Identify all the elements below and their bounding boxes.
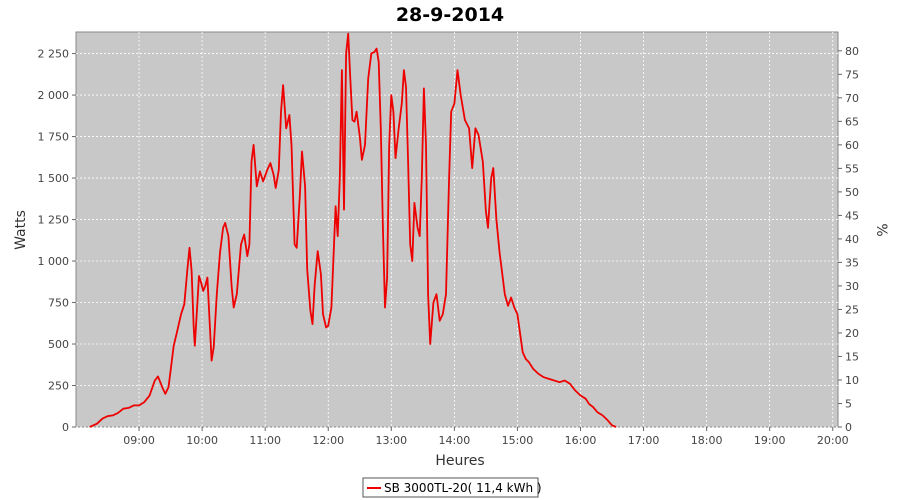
y2-axis-title: % [873, 223, 889, 236]
x-tick-label: 19:00 [754, 434, 786, 447]
series-layer [89, 32, 617, 428]
y2-tick-label: 25 [845, 303, 859, 316]
y2-tick-label: 60 [845, 139, 859, 152]
y-tick-label: 500 [48, 338, 69, 351]
x-tick-label: 17:00 [628, 434, 660, 447]
x-tick-label: 15:00 [502, 434, 534, 447]
y-tick-label: 250 [48, 380, 69, 393]
x-tick-label: 16:00 [565, 434, 597, 447]
y2-tick-label: 20 [845, 327, 859, 340]
legend-label: SB 3000TL-20( 11,4 kWh ) [384, 481, 542, 495]
y2-tick-label: 15 [845, 350, 859, 363]
y2-tick-label: 0 [845, 421, 852, 434]
y2-tick-label: 70 [845, 92, 859, 105]
series-line [89, 32, 617, 428]
y-tick-label: 0 [62, 421, 69, 434]
x-tick-label: 11:00 [249, 434, 281, 447]
y-tick-label: 1 750 [38, 131, 70, 144]
y2-tick-label: 50 [845, 186, 859, 199]
y2-tick-label: 80 [845, 45, 859, 58]
y-axis-title: Watts [13, 210, 29, 250]
y-tick-label: 1 000 [38, 255, 70, 268]
x-tick-label: 14:00 [439, 434, 471, 447]
x-tick-label: 12:00 [312, 434, 344, 447]
y-tick-label: 1 250 [38, 214, 70, 227]
y2-tick-label: 40 [845, 233, 859, 246]
x-axis-title: Heures [435, 453, 484, 469]
y2-tick-label: 35 [845, 256, 859, 269]
plot-area [75, 31, 839, 428]
y2-tick-label: 5 [845, 397, 852, 410]
legend: SB 3000TL-20( 11,4 kWh ) [362, 477, 542, 498]
chart-title: 28-9-2014 [396, 4, 504, 26]
x-tick-label: 09:00 [123, 434, 155, 447]
y2-tick-label: 10 [845, 374, 859, 387]
y-tick-label: 2 000 [38, 89, 70, 102]
y2-tick-label: 55 [845, 162, 859, 175]
y-tick-label: 1 500 [38, 172, 70, 185]
y2-tick-label: 45 [845, 209, 859, 222]
x-tick-label: 20:00 [817, 434, 849, 447]
x-tick-label: 13:00 [375, 434, 407, 447]
axes: 09:00 10:00 11:00 12:00 13:00 14:00 15:00 16:00… [38, 45, 860, 447]
y-tick-label: 750 [48, 297, 69, 310]
x-tick-label: 18:00 [691, 434, 723, 447]
x-tick-label: 10:00 [186, 434, 218, 447]
y2-tick-label: 75 [845, 68, 859, 81]
y-tick-label: 2 250 [38, 48, 70, 61]
legend-box [362, 477, 539, 498]
y2-tick-label: 30 [845, 280, 859, 293]
y2-tick-label: 65 [845, 115, 859, 128]
